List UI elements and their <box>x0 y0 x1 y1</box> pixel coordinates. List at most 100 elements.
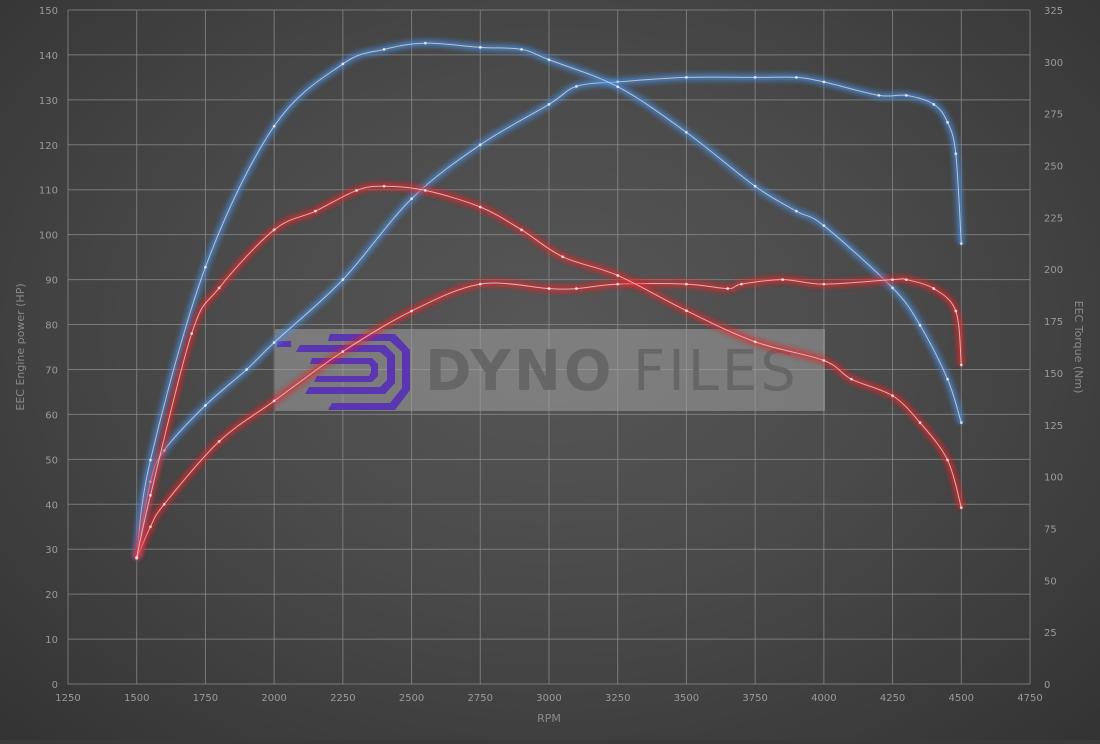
data-point <box>616 274 620 277</box>
data-point <box>918 323 922 327</box>
data-point <box>341 62 345 66</box>
data-point <box>891 286 894 290</box>
data-point <box>946 377 949 381</box>
x-tick-label: 1500 <box>124 693 149 704</box>
data-point <box>341 278 345 281</box>
x-tick-label: 3000 <box>536 693 561 704</box>
y2-tick-label: 250 <box>1044 162 1063 173</box>
data-point <box>753 340 757 344</box>
data-point <box>616 85 620 89</box>
y-tick-label: 110 <box>39 186 58 197</box>
data-point <box>575 287 578 290</box>
y-tick-label: 60 <box>45 410 58 421</box>
x-tick-label: 4000 <box>811 693 836 704</box>
data-point <box>478 45 482 49</box>
data-point <box>217 439 221 443</box>
data-point <box>272 399 276 403</box>
x-tick-label: 1750 <box>193 693 218 704</box>
data-point <box>149 525 152 529</box>
data-point <box>685 76 688 79</box>
data-point <box>520 48 523 51</box>
y-tick-label: 130 <box>39 96 58 107</box>
data-point <box>272 124 276 128</box>
y-tick-label: 30 <box>45 545 58 556</box>
data-point <box>954 152 958 156</box>
data-point <box>162 502 166 506</box>
x-tick-label: 4250 <box>880 693 905 704</box>
y2-tick-label: 300 <box>1044 58 1063 69</box>
data-point <box>561 255 565 259</box>
data-point <box>753 76 757 79</box>
data-point <box>272 228 276 232</box>
data-point <box>355 189 358 192</box>
series-line <box>136 76 962 559</box>
y2-tick-label: 50 <box>1044 576 1057 587</box>
y-tick-label: 90 <box>45 276 58 287</box>
x-tick-label: 3750 <box>742 693 767 704</box>
data-point <box>849 377 853 381</box>
y2-tick-label: 125 <box>1044 421 1063 432</box>
series-2-power <box>134 276 964 560</box>
data-point <box>190 332 194 335</box>
y2-tick-label: 75 <box>1044 524 1057 535</box>
data-point <box>753 184 757 188</box>
data-point <box>135 556 139 559</box>
data-point <box>547 287 551 290</box>
x-tick-label: 3250 <box>605 693 630 704</box>
y2-tick-label: 0 <box>1044 680 1050 691</box>
grid <box>67 9 1031 685</box>
series-group <box>134 40 964 560</box>
y-tick-label: 100 <box>39 231 58 242</box>
y2-tick-label: 175 <box>1044 317 1063 328</box>
series-line <box>136 42 962 558</box>
data-point <box>382 184 386 188</box>
x-axis-label: RPM <box>537 712 561 725</box>
series-line <box>136 278 962 559</box>
data-point <box>520 228 523 232</box>
watermark-text-bold: DYNO <box>425 339 614 404</box>
data-point <box>946 458 949 462</box>
data-point <box>547 102 551 106</box>
data-point <box>891 278 894 281</box>
data-point <box>478 205 482 209</box>
x-tick-label: 4750 <box>1017 693 1042 704</box>
data-point <box>245 368 249 371</box>
data-point <box>410 197 413 201</box>
x-tick-label: 3500 <box>674 693 699 704</box>
x-tick-label: 2500 <box>399 693 424 704</box>
y2-tick-label: 25 <box>1044 628 1057 639</box>
data-point <box>932 287 936 290</box>
y2-tick-label: 100 <box>1044 473 1063 484</box>
y-tick-label: 50 <box>45 455 58 466</box>
data-point <box>382 48 386 51</box>
data-point <box>423 189 427 192</box>
y-tick-label: 140 <box>39 51 58 62</box>
x-tick-label: 2250 <box>330 693 355 704</box>
series-0-power <box>134 74 964 560</box>
data-point <box>959 421 963 425</box>
y2-tick-label: 275 <box>1044 110 1063 121</box>
y2-tick-label: 150 <box>1044 369 1063 380</box>
watermark-logo: DYNO FILES <box>275 329 825 411</box>
data-point <box>341 350 345 353</box>
x-tick-label: 1250 <box>55 693 80 704</box>
data-point <box>478 143 482 147</box>
data-point <box>946 120 949 124</box>
data-point <box>959 506 963 510</box>
data-point <box>149 493 152 497</box>
data-point <box>959 363 963 367</box>
data-point <box>822 282 826 286</box>
data-point <box>616 80 620 84</box>
y-tick-label: 0 <box>52 680 58 691</box>
data-point <box>822 80 826 84</box>
data-point <box>204 265 207 269</box>
data-point <box>204 404 207 407</box>
y-tick-label: 10 <box>45 635 58 646</box>
data-point <box>891 394 894 398</box>
data-point <box>781 278 785 281</box>
data-point <box>149 458 152 462</box>
tick-labels: 1250 1500 1750 2000 2250 2500 2750 3000 3250 3500… <box>39 6 1063 704</box>
x-tick-label: 4500 <box>949 693 974 704</box>
data-point <box>959 242 963 246</box>
